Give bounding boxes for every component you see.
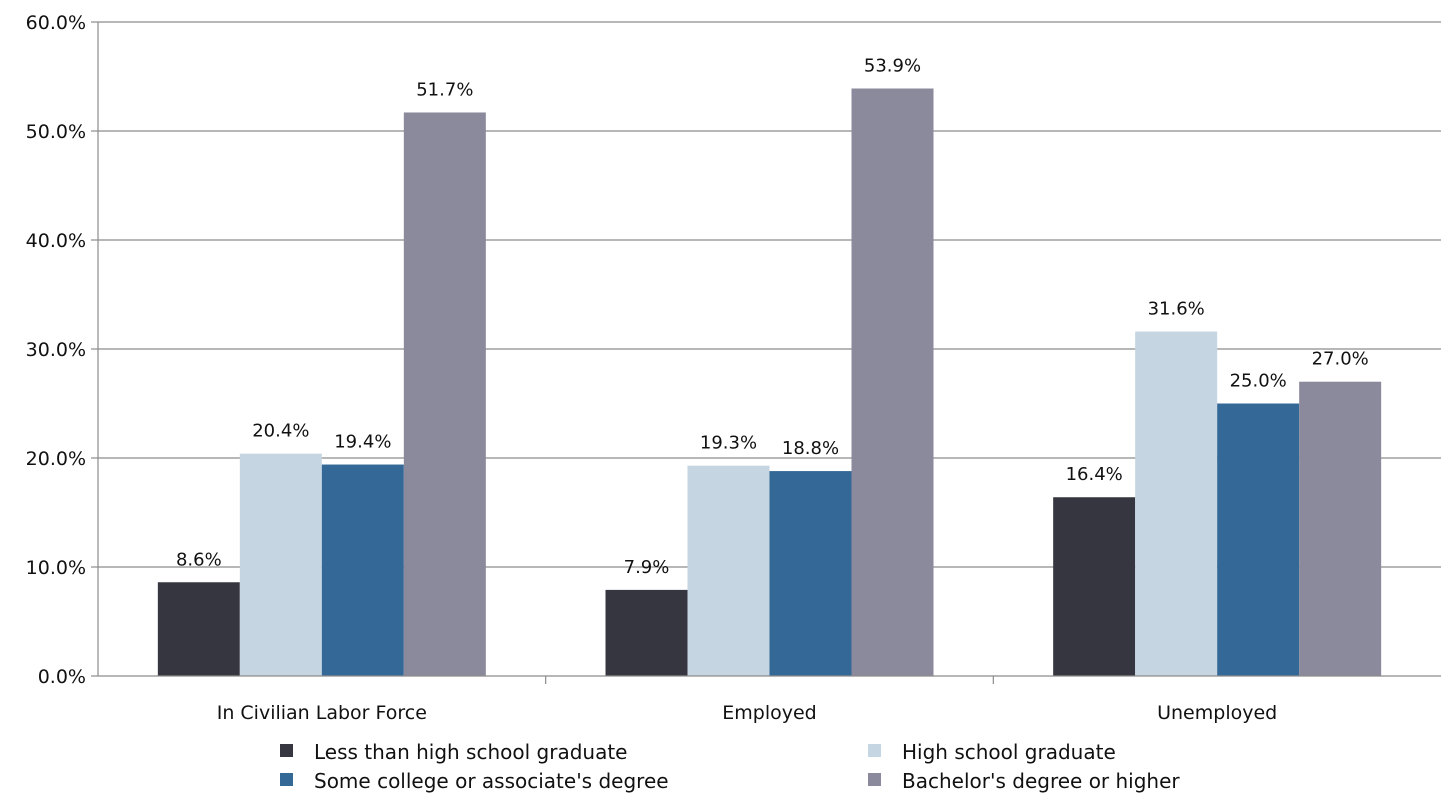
legend-item: Bachelor's degree or higher bbox=[868, 769, 1180, 793]
legend-item: High school graduate bbox=[868, 740, 1116, 764]
legend-swatch bbox=[280, 744, 293, 757]
data-label: 53.9% bbox=[864, 55, 921, 76]
x-category-label: Employed bbox=[722, 702, 816, 724]
data-label: 7.9% bbox=[624, 557, 670, 578]
x-category-label: In Civilian Labor Force bbox=[217, 702, 427, 724]
legend-label: Less than high school graduate bbox=[314, 740, 628, 764]
data-label: 8.6% bbox=[176, 549, 222, 570]
data-label: 25.0% bbox=[1230, 371, 1287, 392]
data-label: 51.7% bbox=[416, 79, 473, 100]
bar bbox=[606, 590, 688, 676]
bar bbox=[852, 88, 934, 676]
y-tick-label: 60.0% bbox=[26, 12, 86, 34]
y-tick-label: 30.0% bbox=[26, 339, 86, 361]
legend-label: Some college or associate's degree bbox=[314, 769, 669, 793]
legend-label: High school graduate bbox=[902, 740, 1116, 764]
y-tick-label: 20.0% bbox=[26, 448, 86, 470]
legend-swatch bbox=[280, 773, 293, 786]
data-label: 16.4% bbox=[1066, 464, 1123, 485]
data-label: 20.4% bbox=[252, 421, 309, 442]
bar bbox=[240, 454, 322, 676]
legend: Less than high school graduate High schoo… bbox=[280, 740, 1180, 793]
data-label: 18.8% bbox=[782, 438, 839, 459]
bar bbox=[1299, 382, 1381, 676]
bar bbox=[322, 465, 404, 676]
bar bbox=[688, 466, 770, 676]
y-tick-label: 40.0% bbox=[26, 230, 86, 252]
bar bbox=[1053, 497, 1135, 676]
legend-swatch bbox=[868, 744, 881, 757]
bar bbox=[158, 582, 240, 676]
x-category-label: Unemployed bbox=[1157, 702, 1277, 724]
legend-item: Some college or associate's degree bbox=[280, 769, 669, 793]
bar bbox=[770, 471, 852, 676]
legend-swatch bbox=[868, 773, 881, 786]
y-tick-label: 0.0% bbox=[38, 666, 86, 688]
data-label: 19.4% bbox=[334, 432, 391, 453]
bar bbox=[404, 112, 486, 676]
legend-label: Bachelor's degree or higher bbox=[902, 769, 1180, 793]
bars bbox=[158, 88, 1381, 676]
bar bbox=[1217, 404, 1299, 677]
legend-item: Less than high school graduate bbox=[280, 740, 628, 764]
bar bbox=[1135, 332, 1217, 676]
data-label: 19.3% bbox=[700, 433, 757, 454]
data-label: 27.0% bbox=[1312, 349, 1369, 370]
data-label: 31.6% bbox=[1148, 299, 1205, 320]
y-tick-label: 50.0% bbox=[26, 121, 86, 143]
y-tick-label: 10.0% bbox=[26, 557, 86, 579]
